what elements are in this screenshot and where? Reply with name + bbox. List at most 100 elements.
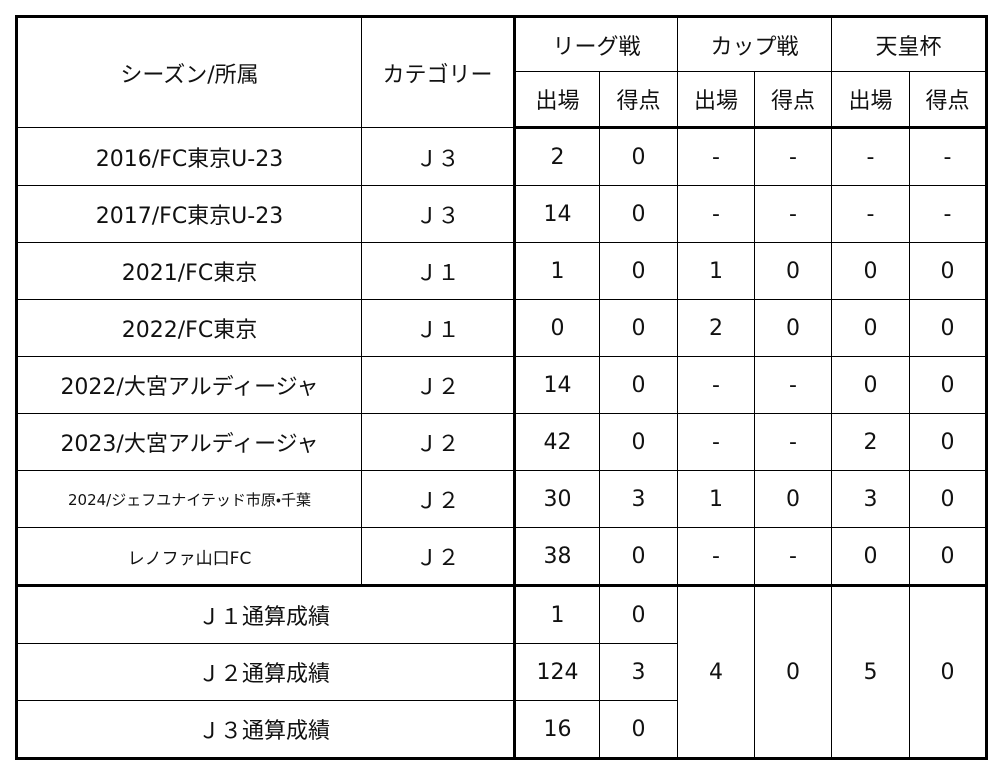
table-header: シーズン/所属 カテゴリー リーグ戦 カップ戦 天皇杯 出場 得点 出場 得点 出場 得点 bbox=[16, 16, 987, 129]
stat-cell: 0 bbox=[909, 413, 987, 471]
category-cell: Ｊ１ bbox=[361, 299, 516, 357]
cup-total: 4 bbox=[677, 584, 755, 759]
stat-cell: - bbox=[677, 127, 755, 186]
season-cell: レノファ山口FC bbox=[16, 527, 362, 586]
stat-cell: 0 bbox=[831, 242, 910, 300]
season-cell: 2023/大宮アルディージャ bbox=[16, 413, 362, 471]
table-row: Ｊ３通算成績 16 0 bbox=[16, 700, 987, 759]
emperor-total: 5 bbox=[831, 584, 910, 759]
stat-cell: - bbox=[677, 527, 755, 586]
stat-cell: 0 bbox=[599, 527, 678, 586]
table-row: 2022/FC東京 Ｊ１ 0 0 2 0 0 0 bbox=[16, 299, 987, 357]
stat-cell: - bbox=[754, 127, 832, 186]
stat-cell: 0 bbox=[599, 127, 678, 186]
stat-cell: 0 bbox=[909, 242, 987, 300]
stat-cell: - bbox=[677, 413, 755, 471]
sub-header: 出場 bbox=[831, 71, 910, 129]
stat-cell: 42 bbox=[514, 413, 600, 471]
sub-header: 得点 bbox=[909, 71, 987, 129]
stat-cell: 0 bbox=[754, 242, 832, 300]
stat-cell: 0 bbox=[599, 242, 678, 300]
stat-cell: 1 bbox=[677, 470, 755, 528]
sub-header: 得点 bbox=[754, 71, 832, 129]
table-row: 2022/大宮アルディージャ Ｊ２ 14 0- -0 0 bbox=[16, 356, 987, 414]
sub-header: 出場 bbox=[514, 71, 600, 129]
stat-cell: 1 bbox=[677, 242, 755, 300]
stat-cell: 2 bbox=[831, 413, 910, 471]
stat-cell: 0 bbox=[599, 584, 678, 644]
stat-cell: 30 bbox=[514, 470, 600, 528]
stats-table: シーズン/所属 カテゴリー リーグ戦 カップ戦 天皇杯 出場 得点 出場 得点 出場 得点 2016… bbox=[15, 15, 988, 760]
cup-total: 0 bbox=[754, 584, 832, 759]
sub-header: 出場 bbox=[677, 71, 755, 129]
stat-cell: - bbox=[909, 185, 987, 243]
category-cell: Ｊ２ bbox=[361, 527, 516, 586]
stat-cell: 3 bbox=[599, 643, 678, 701]
stat-cell: 14 bbox=[514, 185, 600, 243]
group-header: 天皇杯 bbox=[831, 16, 987, 72]
stat-cell: 1 bbox=[514, 242, 600, 300]
stat-cell: 0 bbox=[514, 299, 600, 357]
stat-cell: 0 bbox=[909, 356, 987, 414]
category-cell: Ｊ３ bbox=[361, 185, 516, 243]
stat-cell: 0 bbox=[754, 299, 832, 357]
stat-cell: 0 bbox=[599, 299, 678, 357]
stat-cell: 0 bbox=[831, 527, 910, 586]
table-row: 2024/ジェフユナイテッド市原・千葉 Ｊ２ 30 3 1 0 3 0 bbox=[16, 470, 987, 528]
category-cell: Ｊ３ bbox=[361, 127, 516, 186]
table-row: 2017/FC東京U-23 Ｊ３ 14 0- - - - bbox=[16, 185, 987, 243]
stat-cell: 0 bbox=[754, 470, 832, 528]
category-cell: Ｊ１ bbox=[361, 242, 516, 300]
stat-cell: 2 bbox=[514, 127, 600, 186]
season-cell: 2022/大宮アルディージャ bbox=[16, 356, 362, 414]
season-cell: 2016/FC東京U-23 bbox=[16, 127, 362, 186]
table-row: レノファ山口FC Ｊ２ 38 0- -0 0 bbox=[16, 527, 987, 586]
stat-cell: - bbox=[754, 527, 832, 586]
category-cell: Ｊ２ bbox=[361, 356, 516, 414]
stat-cell: - bbox=[677, 185, 755, 243]
stat-cell: - bbox=[909, 127, 987, 186]
stat-cell: 0 bbox=[599, 356, 678, 414]
season-cell: 2021/FC東京 bbox=[16, 242, 362, 300]
season-header: シーズン/所属 bbox=[16, 16, 362, 128]
stat-cell: 3 bbox=[599, 470, 678, 528]
category-cell: Ｊ２ bbox=[361, 470, 516, 528]
category-cell: Ｊ２ bbox=[361, 413, 516, 471]
stat-cell: 0 bbox=[599, 413, 678, 471]
stat-cell: 38 bbox=[514, 527, 600, 586]
table-row: 2021/FC東京 Ｊ１ 1 0 1 0 0 0 bbox=[16, 242, 987, 300]
stat-cell: 2 bbox=[677, 299, 755, 357]
stat-cell: 0 bbox=[599, 185, 678, 243]
category-header: カテゴリー bbox=[361, 16, 516, 128]
stat-cell: - bbox=[831, 127, 910, 186]
stat-cell: - bbox=[754, 185, 832, 243]
stat-cell: 0 bbox=[599, 700, 678, 759]
season-cell: 2022/FC東京 bbox=[16, 299, 362, 357]
group-header: リーグ戦 bbox=[514, 16, 678, 72]
table-row: 2016/FC東京U-23 Ｊ３ 2 0- - - - bbox=[16, 127, 987, 186]
stat-cell: 0 bbox=[909, 470, 987, 528]
stat-cell: 0 bbox=[909, 527, 987, 586]
table-body: 2016/FC東京U-23 Ｊ３ 2 0- - - -2017/FC東京U-23 Ｊ３ 14 0-… bbox=[16, 127, 987, 759]
stat-cell: - bbox=[754, 413, 832, 471]
stat-cell: 0 bbox=[831, 356, 910, 414]
stat-cell: 16 bbox=[514, 700, 600, 759]
stat-cell: 14 bbox=[514, 356, 600, 414]
table-row: Ｊ１通算成績 1 0 4 0 5 0 bbox=[16, 584, 987, 759]
emperor-total: 0 bbox=[909, 584, 987, 759]
stat-cell: - bbox=[754, 356, 832, 414]
sub-header: 得点 bbox=[599, 71, 678, 129]
group-header: カップ戦 bbox=[677, 16, 832, 72]
stat-cell: 124 bbox=[514, 643, 600, 701]
stat-cell: 3 bbox=[831, 470, 910, 528]
stat-cell: 0 bbox=[831, 299, 910, 357]
stat-cell: - bbox=[677, 356, 755, 414]
total-label: Ｊ２通算成績 bbox=[16, 643, 516, 701]
stat-cell: - bbox=[831, 185, 910, 243]
season-cell: 2024/ジェフユナイテッド市原・千葉 bbox=[16, 470, 362, 528]
stat-cell: 0 bbox=[909, 299, 987, 357]
table-row: 2023/大宮アルディージャ Ｊ２ 42 0- -2 0 bbox=[16, 413, 987, 471]
stat-cell: 1 bbox=[514, 584, 600, 644]
table-row: 出場 得点 出場 得点 出場 得点 bbox=[17, 71, 987, 129]
